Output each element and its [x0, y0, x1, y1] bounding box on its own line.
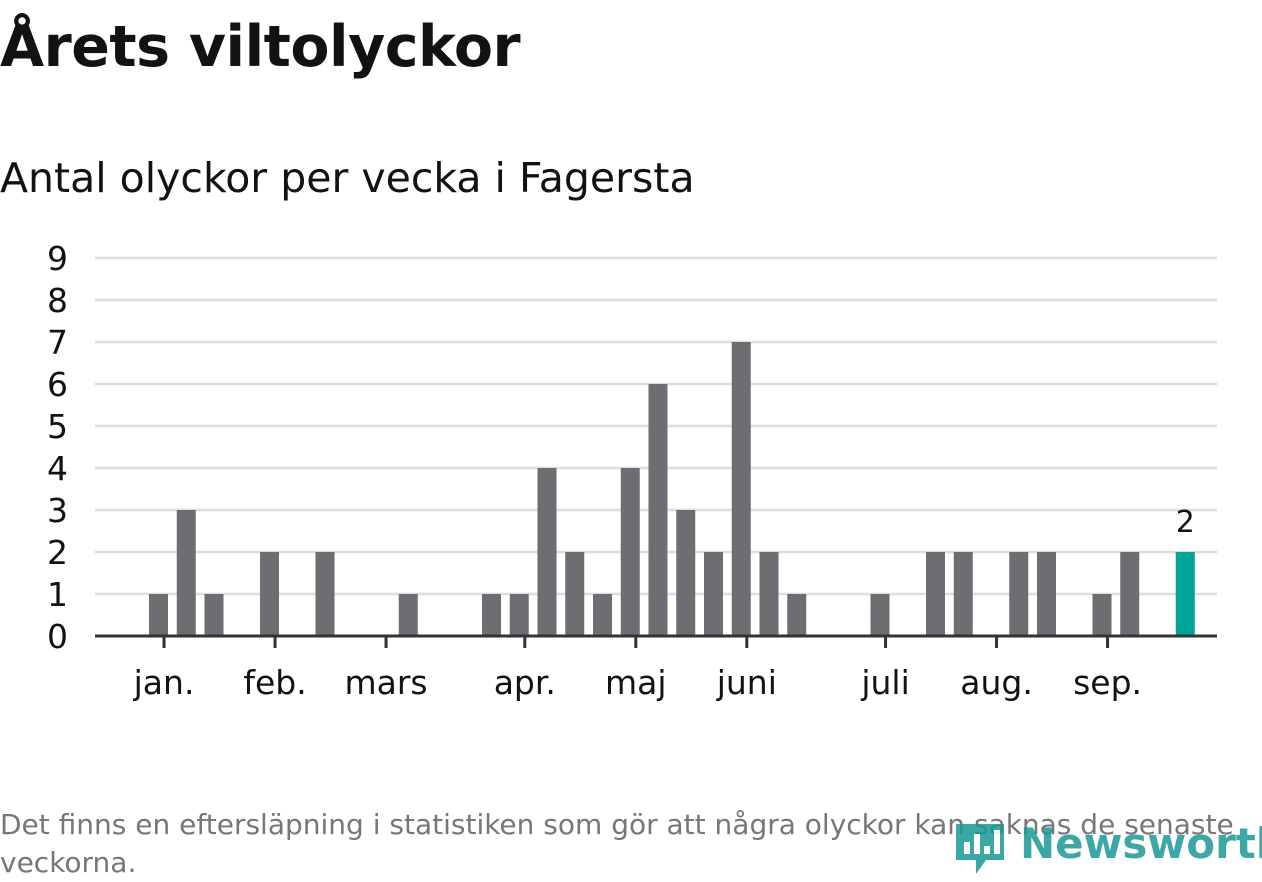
newsworthy-logo-icon — [956, 824, 1004, 874]
bar — [315, 552, 335, 636]
bar — [648, 384, 668, 636]
bar — [953, 552, 973, 636]
bar — [593, 594, 612, 636]
y-tick-label: 2 — [47, 533, 68, 572]
bar — [1092, 594, 1112, 636]
x-tick-label: aug. — [960, 663, 1033, 702]
bar — [926, 552, 945, 636]
x-tick-label: apr. — [494, 663, 556, 702]
bar — [260, 552, 279, 636]
x-tick-label: sep. — [1073, 663, 1142, 702]
newsworthy-logo: Newsworthy — [952, 814, 1262, 878]
bar — [204, 594, 224, 636]
bar — [1037, 552, 1056, 636]
y-tick-label: 0 — [47, 617, 68, 656]
x-tick-label: feb. — [243, 663, 306, 702]
bar — [870, 594, 890, 636]
bar — [149, 594, 168, 636]
bar — [759, 552, 779, 636]
x-tick-label: mars — [344, 663, 427, 702]
y-tick-label: 7 — [47, 323, 68, 362]
chart-subtitle: Antal olyckor per vecka i Fagersta — [0, 154, 695, 202]
bar — [787, 594, 807, 636]
x-tick-label: jan. — [133, 663, 195, 702]
bar — [1009, 552, 1029, 636]
bar — [565, 552, 585, 636]
y-tick-label: 1 — [47, 575, 68, 614]
bar — [176, 510, 196, 636]
x-tick-label: juni — [716, 663, 777, 702]
y-tick-label: 5 — [47, 407, 68, 446]
chart-title: Årets viltolyckor — [0, 14, 521, 80]
bar — [482, 594, 501, 636]
bar-highlight — [1175, 552, 1195, 636]
bar-value-label: 2 — [1176, 505, 1195, 540]
x-tick-label: maj — [605, 663, 667, 702]
bar — [676, 510, 696, 636]
y-tick-label: 8 — [47, 281, 68, 320]
bar — [509, 594, 529, 636]
y-tick-label: 4 — [47, 449, 68, 488]
brand-name: Newsworthy — [1020, 819, 1262, 868]
y-tick-label: 6 — [47, 365, 68, 404]
footnote: Det finns en eftersläpning i statistiken… — [0, 808, 1234, 879]
bar — [398, 594, 418, 636]
x-tick-label: juli — [860, 663, 909, 702]
bar — [704, 552, 723, 636]
y-tick-label: 3 — [47, 491, 68, 530]
bar — [537, 468, 557, 636]
y-tick-label: 9 — [47, 239, 68, 278]
bar — [731, 342, 751, 636]
bar — [620, 468, 640, 636]
bar — [1120, 552, 1140, 636]
